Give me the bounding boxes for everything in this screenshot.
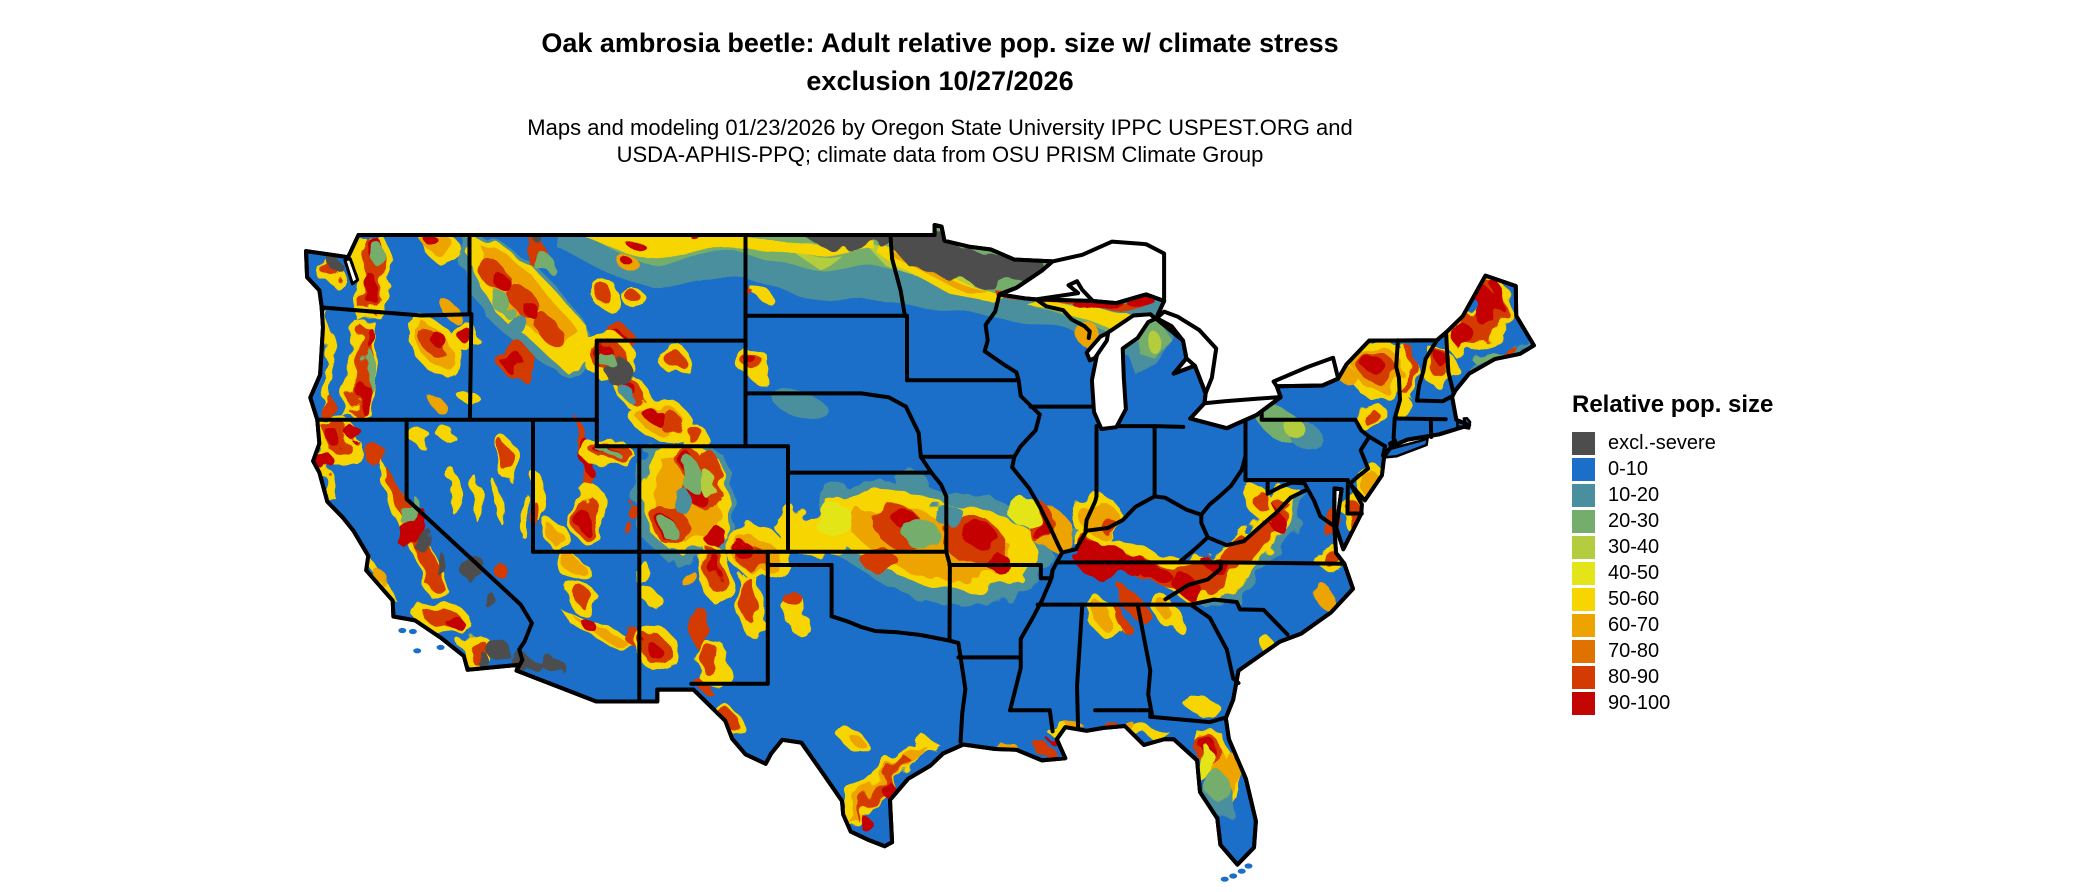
legend-row: 40-50 xyxy=(1572,562,1773,585)
legend-row: 80-90 xyxy=(1572,666,1773,689)
legend-label: 10-20 xyxy=(1608,484,1660,506)
legend-row: 90-100 xyxy=(1572,692,1773,715)
legend-row: excl.-severe xyxy=(1572,432,1773,455)
legend-row: 30-40 xyxy=(1572,536,1773,559)
legend-swatch xyxy=(1572,692,1595,715)
legend-label: 90-100 xyxy=(1608,692,1671,714)
legend-row: 20-30 xyxy=(1572,510,1773,533)
legend-swatch xyxy=(1572,614,1595,637)
legend-swatch xyxy=(1572,588,1595,611)
legend-label: 60-70 xyxy=(1608,614,1660,636)
legend-title: Relative pop. size xyxy=(1572,391,1774,418)
subtitle-line2: USDA-APHIS-PPQ; climate data from OSU PR… xyxy=(616,142,1264,167)
legend-row: 70-80 xyxy=(1572,640,1773,663)
page-subtitle: Maps and modeling 01/23/2026 by Oregon S… xyxy=(180,114,1700,168)
legend-swatch xyxy=(1572,484,1595,507)
legend-row: 0-10 xyxy=(1572,458,1773,481)
legend-row: 60-70 xyxy=(1572,614,1773,637)
legend-label: 20-30 xyxy=(1608,510,1660,532)
legend-swatch xyxy=(1572,432,1595,455)
legend-swatch xyxy=(1572,536,1595,559)
title-line1: Oak ambrosia beetle: Adult relative pop.… xyxy=(541,28,1339,58)
legend-swatch xyxy=(1572,562,1595,585)
legend-label: 50-60 xyxy=(1608,588,1660,610)
legend-row: 50-60 xyxy=(1572,588,1773,611)
legend-label: 80-90 xyxy=(1608,666,1660,688)
legend-swatch xyxy=(1572,666,1595,689)
legend-row: 10-20 xyxy=(1572,484,1773,507)
legend-swatch xyxy=(1572,640,1595,663)
legend-label: 0-10 xyxy=(1608,458,1649,480)
map-legend: Relative pop. size excl.-severe 0-10 10-20… xyxy=(1572,391,1773,718)
legend-label: 70-80 xyxy=(1608,640,1660,662)
legend-label: 30-40 xyxy=(1608,536,1660,558)
legend-label: excl.-severe xyxy=(1608,432,1716,454)
title-line2: exclusion 10/27/2026 xyxy=(806,66,1074,96)
page-title: Oak ambrosia beetle: Adult relative pop.… xyxy=(180,24,1700,100)
legend-swatch xyxy=(1572,458,1595,481)
legend-label: 40-50 xyxy=(1608,562,1660,584)
legend-rows: excl.-severe 0-10 10-20 20-30 30-40 40-50 50-6… xyxy=(1572,432,1773,715)
subtitle-line1: Maps and modeling 01/23/2026 by Oregon S… xyxy=(527,115,1353,140)
legend-swatch xyxy=(1572,510,1595,533)
